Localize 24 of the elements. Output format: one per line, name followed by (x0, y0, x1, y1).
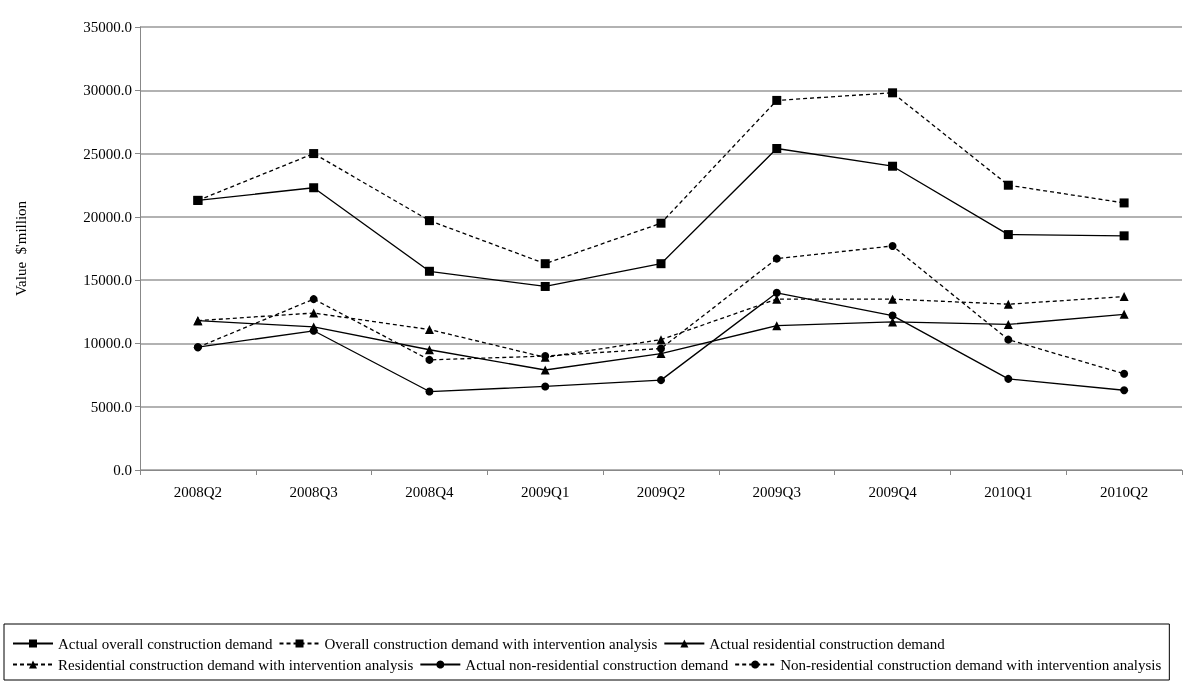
legend-label: Actual non-residential construction demand (465, 656, 729, 673)
legend-label: Actual overall construction demand (58, 635, 274, 652)
y-tick-label: 15000.0 (83, 272, 132, 289)
y-tick-label: 35000.0 (83, 19, 132, 35)
y-tick-label: 25000.0 (83, 145, 132, 162)
y-tick-label: 20000.0 (83, 208, 132, 225)
x-tick-label: 2008Q4 (405, 483, 455, 500)
y-tick-label: 30000.0 (83, 82, 132, 99)
legend-label: Residential construction demand with intervention analysis (58, 656, 414, 673)
y-tick-label: 10000.0 (83, 335, 132, 352)
y-tick-label: 5000.0 (90, 398, 132, 415)
y-tick-label: 0.0 (113, 462, 132, 478)
x-tick-label: 2009Q2 (636, 483, 686, 500)
legend-label: Actual residential construction demand (709, 635, 946, 652)
x-tick-label: 2010Q2 (1099, 483, 1149, 500)
x-tick-label: 2009Q1 (521, 483, 570, 500)
x-tick-label: 2010Q1 (984, 483, 1033, 500)
x-tick-label: 2008Q3 (289, 483, 338, 500)
x-tick-label: 2009Q3 (752, 483, 801, 500)
x-tick-label: 2008Q2 (173, 483, 223, 500)
x-tick-label: 2009Q4 (868, 483, 918, 500)
legend-label: Overall construction demand with intervention analysis (324, 635, 658, 652)
legend-label: Non-residential construction demand with intervention analysis (780, 656, 1162, 673)
y-axis-title: Value $'million (12, 200, 29, 297)
